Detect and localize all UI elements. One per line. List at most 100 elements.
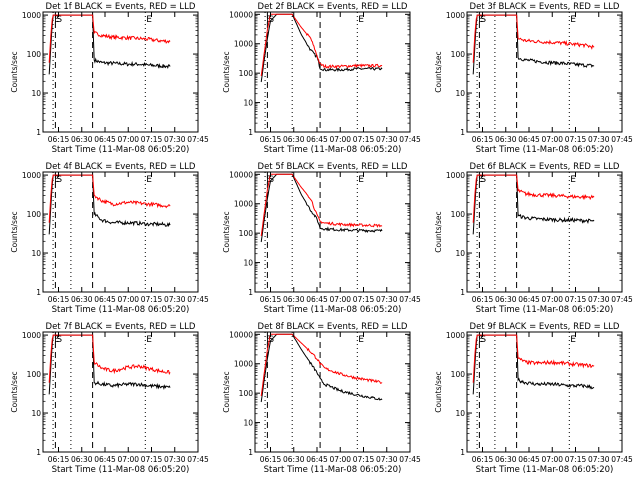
x-tick-label: 06:30 — [283, 295, 305, 304]
panel-title: Det 4f BLACK = Events, RED = LLD — [46, 162, 196, 172]
y-tick-label: 1 — [36, 288, 41, 297]
event-marker-label: S — [56, 335, 62, 345]
plot-frame — [42, 11, 199, 133]
x-tick-label: 07:30 — [164, 295, 186, 304]
x-tick-label: 07:15 — [565, 135, 587, 144]
y-tick-label: 100 — [239, 69, 254, 78]
x-tick-label: 06:30 — [495, 455, 517, 464]
x-tick-label: 06:15 — [260, 295, 282, 304]
x-axis-label: Start Time (11-Mar-08 06:05:20) — [52, 465, 190, 475]
x-tick-label: 07:30 — [588, 135, 610, 144]
x-tick-label: 07:00 — [117, 455, 139, 464]
series-lld-line — [472, 334, 595, 383]
y-tick-label: 1 — [248, 448, 253, 457]
x-tick-label: 07:30 — [164, 135, 186, 144]
y-tick-label: 10 — [243, 419, 253, 428]
panel-title: Det 7f BLACK = Events, RED = LLD — [46, 322, 196, 332]
x-tick-label: 06:45 — [518, 295, 540, 304]
event-marker-label: E — [478, 335, 484, 345]
y-tick-label: 10 — [455, 409, 465, 418]
x-tick-label: 07:15 — [141, 135, 163, 144]
y-tick-label: 100 — [239, 389, 254, 398]
y-axis-label: Counts/sec — [434, 211, 443, 252]
plot-frame — [42, 331, 199, 453]
x-tick-label: 06:45 — [518, 455, 540, 464]
panel-title: Det 5f BLACK = Events, RED = LLD — [258, 162, 408, 172]
y-tick-label: 10 — [31, 89, 41, 98]
y-tick-label: 10 — [31, 249, 41, 258]
event-marker-label: E — [570, 15, 576, 25]
plot-frame — [466, 11, 623, 133]
x-tick-label: 07:00 — [541, 455, 563, 464]
x-tick-label: 07:30 — [376, 295, 398, 304]
x-axis-label: Start Time (11-Mar-08 06:05:20) — [52, 145, 190, 155]
event-marker-label: S — [56, 15, 62, 25]
x-axis-label: Start Time (11-Mar-08 06:05:20) — [52, 305, 190, 315]
y-tick-label: 100 — [239, 229, 254, 238]
y-tick-label: 100 — [451, 370, 466, 379]
x-axis-label: Start Time (11-Mar-08 06:05:20) — [476, 465, 614, 475]
plot-frame — [466, 171, 623, 293]
x-tick-label: 06:45 — [306, 135, 328, 144]
x-axis-label: Start Time (11-Mar-08 06:05:20) — [264, 465, 402, 475]
event-marker-label: E — [478, 175, 484, 185]
y-tick-label: 1000 — [22, 331, 41, 340]
x-tick-label: 06:15 — [472, 295, 494, 304]
y-tick-label: 10 — [455, 89, 465, 98]
panel-title: Det 3f BLACK = Events, RED = LLD — [470, 2, 620, 12]
y-tick-label: 1000 — [22, 171, 41, 180]
event-marker-label: S — [56, 175, 62, 185]
x-tick-label: 06:30 — [71, 135, 93, 144]
y-tick-label: 10000 — [229, 170, 253, 179]
x-tick-label: 07:15 — [353, 295, 375, 304]
y-axis-label: Counts/sec — [222, 371, 231, 412]
x-tick-label: 07:45 — [399, 135, 421, 144]
y-tick-label: 100 — [27, 370, 42, 379]
x-tick-label: 07:15 — [565, 295, 587, 304]
event-marker-label: E — [146, 335, 152, 345]
x-tick-label: 06:45 — [94, 135, 116, 144]
y-tick-label: 1000 — [234, 200, 253, 209]
x-tick-label: 06:30 — [283, 455, 305, 464]
x-axis-label: Start Time (11-Mar-08 06:05:20) — [264, 305, 402, 315]
x-tick-label: 07:30 — [376, 455, 398, 464]
x-tick-label: 06:15 — [472, 135, 494, 144]
x-tick-label: 07:30 — [588, 455, 610, 464]
y-axis-label: Counts/sec — [222, 51, 231, 92]
event-marker-label: E — [570, 175, 576, 185]
event-marker-label: S — [480, 15, 486, 25]
x-tick-label: 06:45 — [94, 295, 116, 304]
y-tick-label: 1000 — [234, 360, 253, 369]
event-marker-label: E — [146, 175, 152, 185]
plot-frame — [42, 171, 199, 293]
x-tick-label: 06:45 — [306, 455, 328, 464]
x-tick-label: 07:15 — [141, 295, 163, 304]
y-tick-label: 1 — [460, 128, 465, 137]
x-tick-label: 07:45 — [611, 455, 633, 464]
x-tick-label: 07:45 — [611, 295, 633, 304]
event-marker-label: S — [480, 175, 486, 185]
y-axis-label: Counts/sec — [10, 371, 19, 412]
event-marker-label: E — [146, 15, 152, 25]
y-tick-label: 1000 — [234, 40, 253, 49]
y-tick-label: 1 — [248, 288, 253, 297]
series-lld-line — [472, 14, 595, 63]
event-marker-label: E — [54, 175, 60, 185]
event-marker-label: E — [54, 15, 60, 25]
x-tick-label: 07:45 — [399, 295, 421, 304]
x-tick-label: 07:15 — [565, 455, 587, 464]
panel-title: Det 2f BLACK = Events, RED = LLD — [258, 2, 408, 12]
y-axis-label: Counts/sec — [222, 211, 231, 252]
y-tick-label: 1 — [248, 128, 253, 137]
series-lld-line — [48, 174, 171, 223]
x-tick-label: 07:00 — [329, 295, 351, 304]
x-tick-label: 07:15 — [353, 135, 375, 144]
y-tick-label: 10 — [243, 259, 253, 268]
x-tick-label: 07:00 — [329, 135, 351, 144]
